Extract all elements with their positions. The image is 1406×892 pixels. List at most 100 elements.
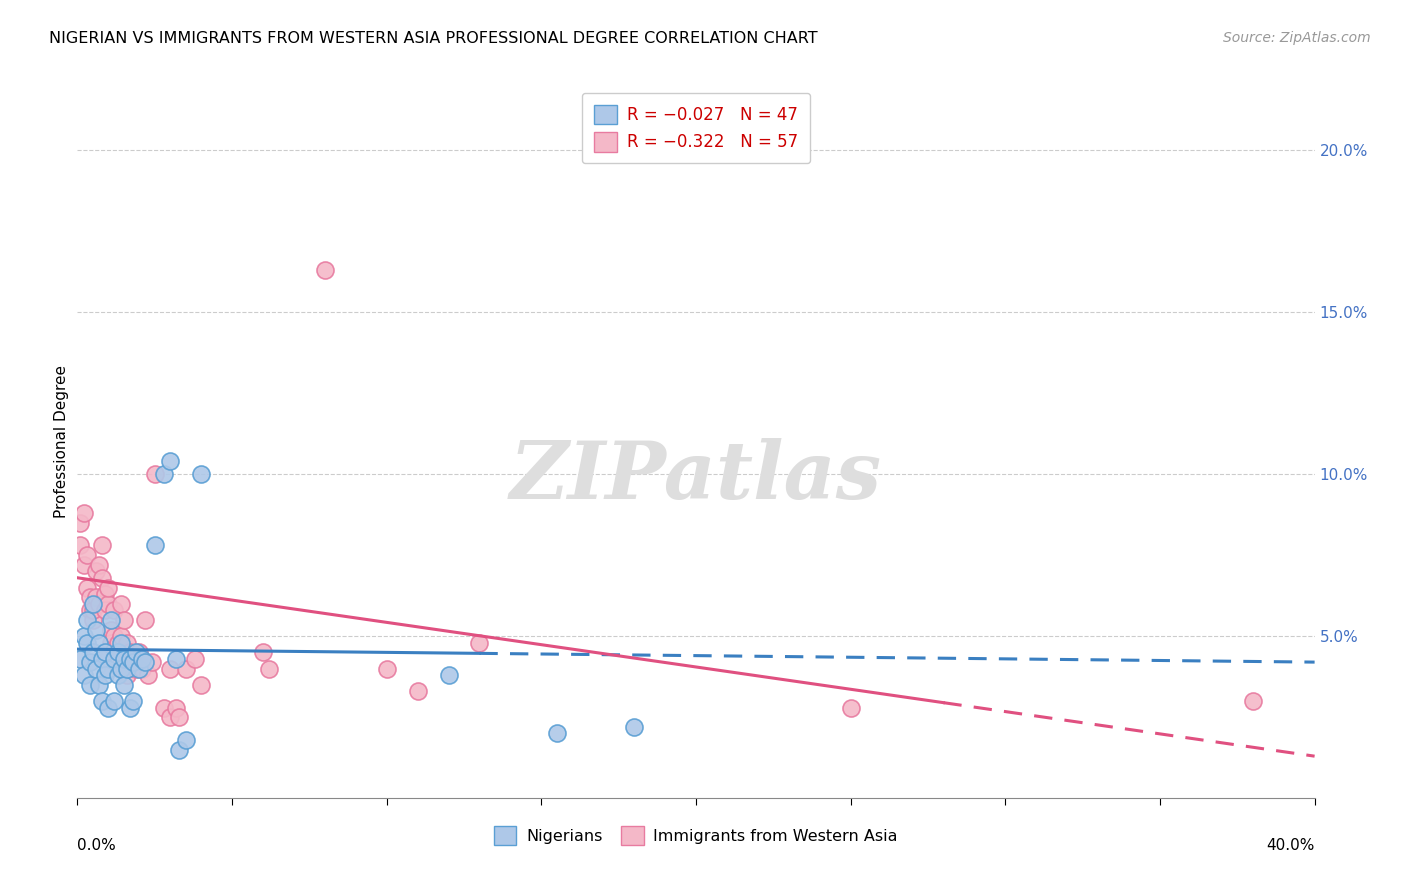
Point [143, 538, 166, 552]
Point [107, 645, 129, 659]
Point [76, 548, 98, 562]
Point [159, 454, 181, 468]
Point [72, 506, 94, 520]
Point [87, 558, 110, 572]
Point [125, 645, 148, 659]
Point [97, 597, 120, 611]
Text: NIGERIAN VS IMMIGRANTS FROM WESTERN ASIA PROFESSIONAL DEGREE CORRELATION CHART: NIGERIAN VS IMMIGRANTS FROM WESTERN ASIA… [49, 31, 818, 46]
Point [103, 694, 125, 708]
Point [82, 645, 104, 659]
Point [76, 581, 98, 595]
Point [82, 597, 104, 611]
Point [97, 581, 120, 595]
Point [169, 710, 191, 724]
Point [125, 662, 148, 676]
Point [79, 655, 101, 669]
Point [79, 603, 101, 617]
Point [84, 564, 107, 578]
Point [76, 635, 98, 649]
Point [115, 635, 138, 649]
Point [72, 668, 94, 682]
Point [82, 613, 104, 627]
Point [437, 668, 460, 682]
Text: 40.0%: 40.0% [1267, 838, 1315, 853]
Point [131, 662, 153, 676]
Point [107, 668, 129, 682]
Y-axis label: Professional Degree: Professional Degree [53, 365, 69, 518]
Point [72, 629, 94, 643]
Point [1241, 694, 1264, 708]
Point [406, 684, 429, 698]
Point [79, 591, 101, 605]
Point [110, 662, 132, 676]
Point [79, 678, 101, 692]
Point [122, 655, 145, 669]
Point [91, 652, 114, 666]
Point [94, 668, 117, 682]
Point [134, 613, 156, 627]
Legend: Nigerians, Immigrants from Western Asia: Nigerians, Immigrants from Western Asia [488, 820, 904, 851]
Point [94, 587, 117, 601]
Point [69, 652, 91, 666]
Point [91, 538, 114, 552]
Point [159, 662, 181, 676]
Point [112, 678, 135, 692]
Point [97, 700, 120, 714]
Point [623, 720, 645, 734]
Point [143, 467, 166, 481]
Point [97, 662, 120, 676]
Point [174, 662, 197, 676]
Point [110, 635, 132, 649]
Point [94, 603, 117, 617]
Point [153, 467, 176, 481]
Point [257, 662, 280, 676]
Point [546, 726, 568, 740]
Point [252, 645, 274, 659]
Point [118, 645, 141, 659]
Point [100, 635, 122, 649]
Point [138, 668, 160, 682]
Point [72, 558, 94, 572]
Point [110, 597, 132, 611]
Point [122, 694, 145, 708]
Point [84, 623, 107, 637]
Point [112, 652, 135, 666]
Point [169, 742, 191, 756]
Point [839, 700, 862, 714]
Point [165, 652, 187, 666]
Point [118, 700, 141, 714]
Point [134, 655, 156, 669]
Text: 0.0%: 0.0% [77, 838, 117, 853]
Point [115, 662, 138, 676]
Point [115, 668, 138, 682]
Point [131, 652, 153, 666]
Point [314, 262, 336, 277]
Point [76, 613, 98, 627]
Point [100, 613, 122, 627]
Point [84, 662, 107, 676]
Point [103, 629, 125, 643]
Point [190, 467, 212, 481]
Point [69, 516, 91, 530]
Point [141, 655, 163, 669]
Point [118, 652, 141, 666]
Point [87, 678, 110, 692]
Point [87, 597, 110, 611]
Point [100, 623, 122, 637]
Point [165, 700, 187, 714]
Point [103, 603, 125, 617]
Point [153, 700, 176, 714]
Point [107, 652, 129, 666]
Text: Source: ZipAtlas.com: Source: ZipAtlas.com [1223, 31, 1371, 45]
Point [128, 645, 150, 659]
Point [159, 710, 181, 724]
Point [69, 538, 91, 552]
Point [107, 635, 129, 649]
Point [375, 662, 398, 676]
Point [122, 655, 145, 669]
Point [91, 571, 114, 585]
Text: ZIPatlas: ZIPatlas [510, 439, 882, 516]
Point [103, 652, 125, 666]
Point [174, 733, 197, 747]
Point [87, 635, 110, 649]
